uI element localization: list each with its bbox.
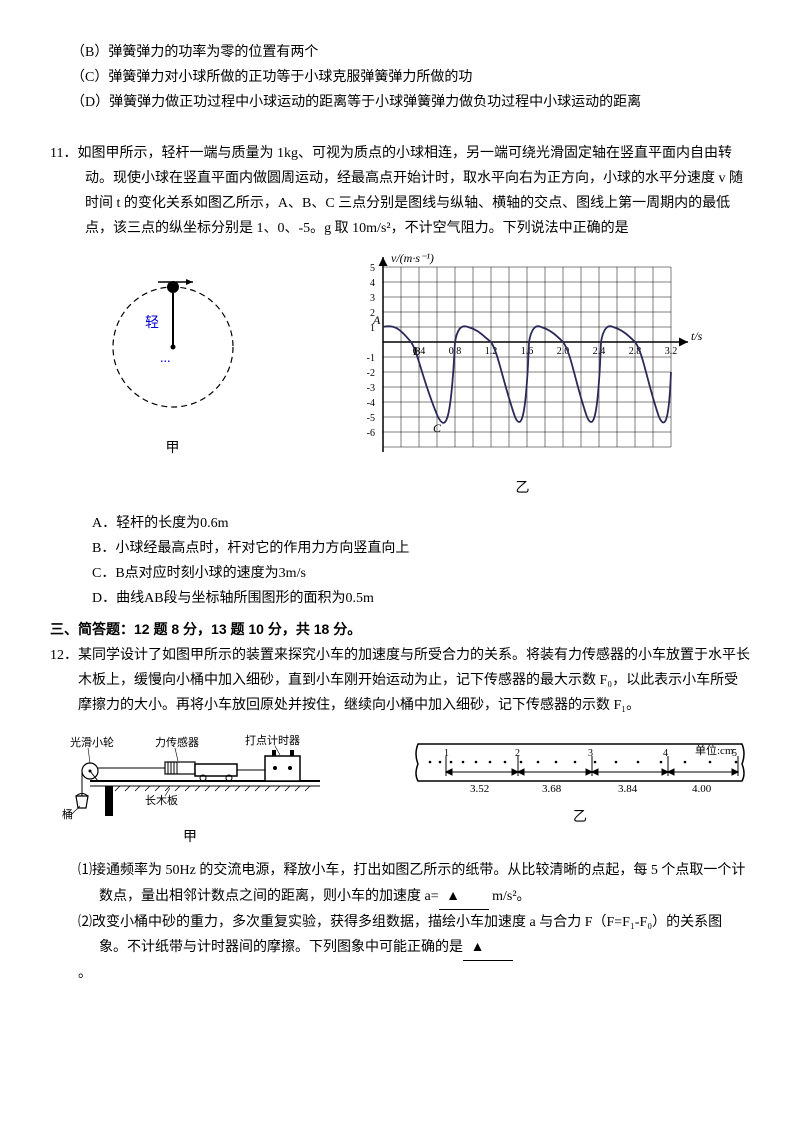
option-c: （C）弹簧弹力对小球所做的正功等于小球克服弹簧弹力所做的功 (50, 65, 750, 90)
svg-text:3.84: 3.84 (618, 783, 638, 795)
svg-text:打点计时器: 打点计时器 (245, 733, 300, 747)
svg-text:4: 4 (663, 748, 668, 759)
q12-num: 12． (50, 648, 78, 663)
svg-text:5: 5 (370, 263, 375, 274)
svg-text:A: A (372, 313, 381, 327)
svg-text:t/s: t/s (691, 329, 703, 343)
q12-fig-b: 1 2 3 4 5 3.52 3.68 3.84 4.00 单位:cm 乙 (410, 726, 750, 830)
blank-2: ▲ (463, 935, 513, 961)
svg-text:3: 3 (370, 293, 375, 304)
velocity-chart: 5 4 3 2 1 -1 -2 -3 -4 -5 -6 0.4 0.8 1.2 … (343, 252, 703, 472)
q11-fig-b: 5 4 3 2 1 -1 -2 -3 -4 -5 -6 0.4 0.8 1.2 … (343, 252, 703, 501)
svg-text:4: 4 (370, 278, 375, 289)
svg-text:-3: -3 (366, 383, 374, 394)
q11-opt-c: C．B点对应时刻小球的速度为3m/s (92, 561, 750, 586)
option-d: （D）弹簧弹力做正功过程中小球运动的距离等于小球弹簧弹力做负功过程中小球运动的距… (50, 90, 750, 115)
svg-text:3.2: 3.2 (664, 346, 677, 357)
svg-text:C: C (433, 421, 442, 435)
q11-figures: 轻 ... 甲 (50, 252, 750, 501)
svg-text:-2: -2 (366, 368, 374, 379)
option-b: （B）弹簧弹力的功率为零的位置有两个 (50, 40, 750, 65)
svg-text:4.00: 4.00 (692, 783, 712, 795)
svg-text:-6: -6 (366, 428, 374, 439)
svg-text:2.4: 2.4 (592, 346, 605, 357)
q11-text: 11．如图甲所示，轻杆一端与质量为 1kg、可视为质点的小球相连，另一端可绕光滑… (50, 141, 750, 242)
circle-diagram: 轻 ... (98, 252, 248, 432)
q11-opt-b: B．小球经最高点时，杆对它的作用力方向竖直向上 (92, 536, 750, 561)
svg-text:光滑小轮: 光滑小轮 (70, 735, 114, 749)
q12-sub2-end: 。 (50, 961, 750, 986)
q11-opt-d: D．曲线AB段与坐标轴所围图形的面积为0.5m (92, 586, 750, 611)
q12-figures: 光滑小轮 力传感器 打点计时器 桶 长木板 甲 (50, 726, 750, 850)
svg-text:-1: -1 (366, 353, 374, 364)
svg-text:3.68: 3.68 (542, 783, 562, 795)
svg-text:B: B (413, 344, 421, 358)
fig-b-caption: 乙 (343, 476, 703, 501)
q11-num: 11． (50, 146, 77, 161)
q12-capB: 乙 (410, 805, 750, 830)
q12-text: 12．某同学设计了如图甲所示的装置来探究小车的加速度与所受合力的关系。将装有力传… (50, 643, 750, 719)
svg-text:桶: 桶 (62, 807, 73, 821)
q12-sub2: ⑵改变小桶中砂的重力，多次重复实验，获得多组数据，描绘小车加速度 a 与合力 F… (50, 910, 750, 961)
q11-fig-a: 轻 ... 甲 (98, 252, 248, 461)
svg-text:单位:cm: 单位:cm (695, 743, 734, 757)
tape-diagram: 1 2 3 4 5 3.52 3.68 3.84 4.00 单位:cm (410, 726, 750, 801)
svg-text:-5: -5 (366, 413, 374, 424)
blank-1: ▲ (439, 884, 489, 910)
rod-label: 轻 (145, 315, 159, 331)
apparatus-diagram: 光滑小轮 力传感器 打点计时器 桶 长木板 (50, 726, 330, 821)
q11-options: A．轻杆的长度为0.6m B．小球经最高点时，杆对它的作用力方向竖直向上 C．B… (50, 511, 750, 612)
svg-text:长木板: 长木板 (145, 793, 178, 807)
svg-text:-4: -4 (366, 398, 374, 409)
svg-text:...: ... (160, 351, 171, 366)
q12-fig-a: 光滑小轮 力传感器 打点计时器 桶 长木板 甲 (50, 726, 330, 850)
q11-opt-a: A．轻杆的长度为0.6m (92, 511, 750, 536)
svg-text:力传感器: 力传感器 (155, 736, 199, 749)
svg-text:v/(m·s⁻¹): v/(m·s⁻¹) (391, 252, 434, 265)
q12-sub1: ⑴接通频率为 50Hz 的交流电源，释放小车，打出如图乙所示的纸带。从比较清晰的… (50, 858, 750, 909)
svg-text:3.52: 3.52 (470, 783, 489, 795)
svg-text:1.6: 1.6 (520, 346, 533, 357)
q12-capA: 甲 (50, 825, 330, 850)
fig-a-caption: 甲 (98, 436, 248, 461)
section-3-title: 三、简答题：12 题 8 分，13 题 10 分，共 18 分。 (50, 617, 750, 642)
